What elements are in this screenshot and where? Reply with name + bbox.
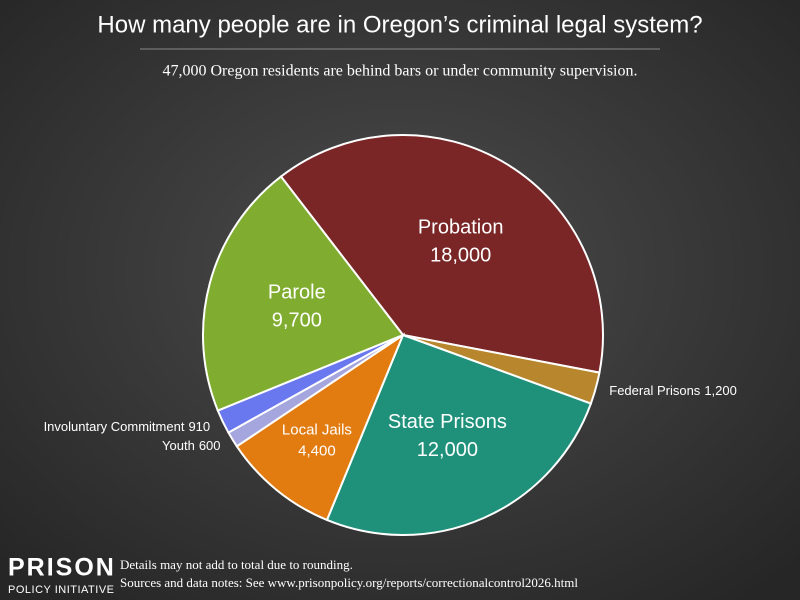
slice-label: Federal Prisons 1,200 — [609, 383, 737, 398]
note: Details may not add to total due to roun… — [120, 557, 353, 572]
slice-value: 910 — [188, 419, 210, 434]
pie-slice — [279, 134, 604, 374]
brand: PRISON — [8, 554, 116, 582]
slice-label: Involuntary Commitment 910 — [44, 419, 211, 434]
slice-name: Federal Prisons — [609, 383, 701, 398]
slice-label: Youth 600 — [162, 438, 220, 453]
slice-name: Involuntary Commitment — [44, 419, 185, 434]
pie-slice — [325, 333, 593, 536]
slice-label: Probation — [418, 217, 504, 239]
slice-value: 1,200 — [704, 383, 737, 398]
slice-value: 12,000 — [417, 439, 478, 461]
chart-title: How many people are in Oregon’s criminal… — [97, 11, 702, 38]
slice-label: Parole — [268, 282, 326, 304]
slice-value: 9,700 — [272, 310, 322, 332]
pie-slice — [235, 332, 406, 522]
slice-value: 4,400 — [298, 443, 336, 460]
note: Sources and data notes: See www.prisonpo… — [120, 575, 578, 590]
slice-value: 18,000 — [430, 245, 491, 267]
slice-label: State Prisons — [388, 411, 507, 433]
pie-slice — [202, 175, 405, 412]
chart-subtitle: 47,000 Oregon residents are behind bars … — [162, 63, 637, 80]
brand-sub: POLICY INITIATIVE — [8, 584, 115, 596]
slice-name: Youth — [162, 438, 195, 453]
slice-value: 600 — [199, 438, 221, 453]
slice-label: Local Jails — [282, 422, 352, 439]
